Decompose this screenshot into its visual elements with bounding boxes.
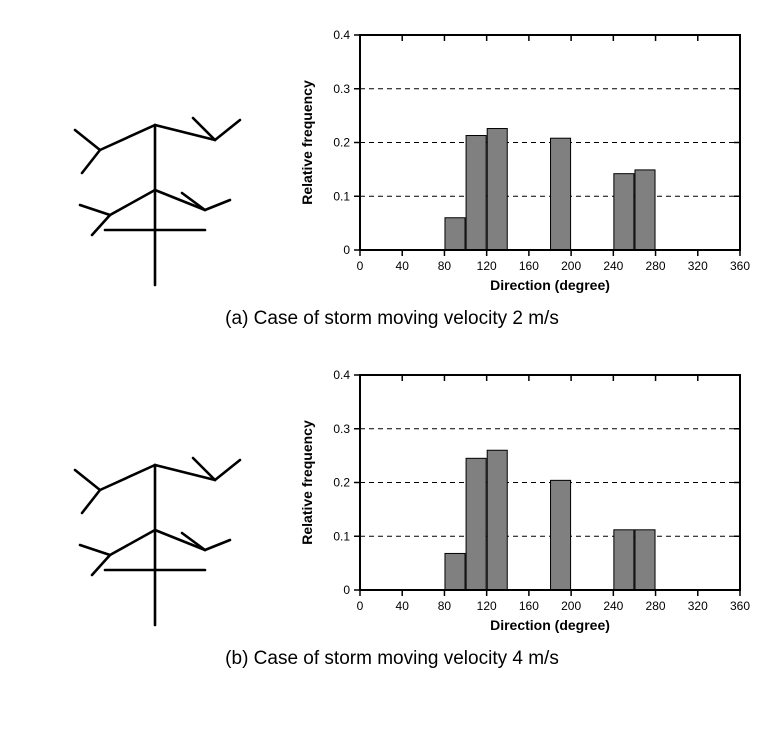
- svg-text:0.2: 0.2: [333, 476, 350, 490]
- panel-b: 0 40 80 120 160 200 240 280 320 360 0 0.1 0.2 0.3 0.4 D…: [20, 360, 764, 690]
- svg-text:40: 40: [396, 599, 410, 613]
- bar-chart-b: 0 40 80 120 160 200 240 280 320 360 0 0.1 0.2 0.3 0.4 D…: [290, 360, 764, 640]
- svg-text:Relative frequency: Relative frequency: [299, 420, 315, 545]
- svg-text:0.1: 0.1: [333, 189, 350, 203]
- panel-a-sketch-cell: [20, 20, 280, 300]
- svg-text:80: 80: [438, 259, 452, 273]
- svg-text:200: 200: [561, 599, 581, 613]
- svg-text:360: 360: [730, 259, 750, 273]
- svg-text:0: 0: [343, 243, 350, 257]
- svg-text:Direction (degree): Direction (degree): [490, 617, 610, 633]
- network-sketch-a: [20, 20, 280, 300]
- bar-chart-a: 0 40 80 120 160 200 240 280 320 360 0 0.1 0.2 0.3 0.4 D…: [290, 20, 764, 300]
- svg-text:0.1: 0.1: [333, 529, 350, 543]
- svg-text:280: 280: [646, 599, 666, 613]
- svg-text:240: 240: [603, 259, 623, 273]
- svg-text:280: 280: [646, 259, 666, 273]
- svg-text:0: 0: [357, 259, 364, 273]
- svg-text:0: 0: [357, 599, 364, 613]
- svg-text:Direction (degree): Direction (degree): [490, 277, 610, 293]
- svg-text:160: 160: [519, 599, 539, 613]
- network-sketch-b: [20, 360, 280, 640]
- svg-text:120: 120: [477, 259, 497, 273]
- panel-b-caption: (b) Case of storm moving velocity 4 m/s: [20, 640, 764, 690]
- svg-text:160: 160: [519, 259, 539, 273]
- svg-text:40: 40: [396, 259, 410, 273]
- svg-text:0: 0: [343, 583, 350, 597]
- svg-text:240: 240: [603, 599, 623, 613]
- panel-a-caption: (a) Case of storm moving velocity 2 m/s: [20, 300, 764, 350]
- panel-a: 0 40 80 120 160 200 240 280 320 360 0 0.1 0.2 0.3 0.4 D…: [20, 20, 764, 350]
- svg-text:0.3: 0.3: [333, 82, 350, 96]
- panel-b-chart-cell: 0 40 80 120 160 200 240 280 320 360 0 0.1 0.2 0.3 0.4 D…: [290, 360, 764, 640]
- svg-text:0.4: 0.4: [333, 28, 350, 42]
- svg-text:120: 120: [477, 599, 497, 613]
- svg-text:320: 320: [688, 259, 708, 273]
- svg-text:80: 80: [438, 599, 452, 613]
- panel-b-sketch-cell: [20, 360, 280, 640]
- svg-text:320: 320: [688, 599, 708, 613]
- svg-text:360: 360: [730, 599, 750, 613]
- panel-a-chart-cell: 0 40 80 120 160 200 240 280 320 360 0 0.1 0.2 0.3 0.4 D…: [290, 20, 764, 300]
- panel-b-row: 0 40 80 120 160 200 240 280 320 360 0 0.1 0.2 0.3 0.4 D…: [20, 360, 764, 640]
- panel-a-row: 0 40 80 120 160 200 240 280 320 360 0 0.1 0.2 0.3 0.4 D…: [20, 20, 764, 300]
- svg-text:200: 200: [561, 259, 581, 273]
- svg-text:Relative frequency: Relative frequency: [299, 80, 315, 205]
- svg-text:0.3: 0.3: [333, 422, 350, 436]
- svg-text:0.2: 0.2: [333, 136, 350, 150]
- svg-text:0.4: 0.4: [333, 368, 350, 382]
